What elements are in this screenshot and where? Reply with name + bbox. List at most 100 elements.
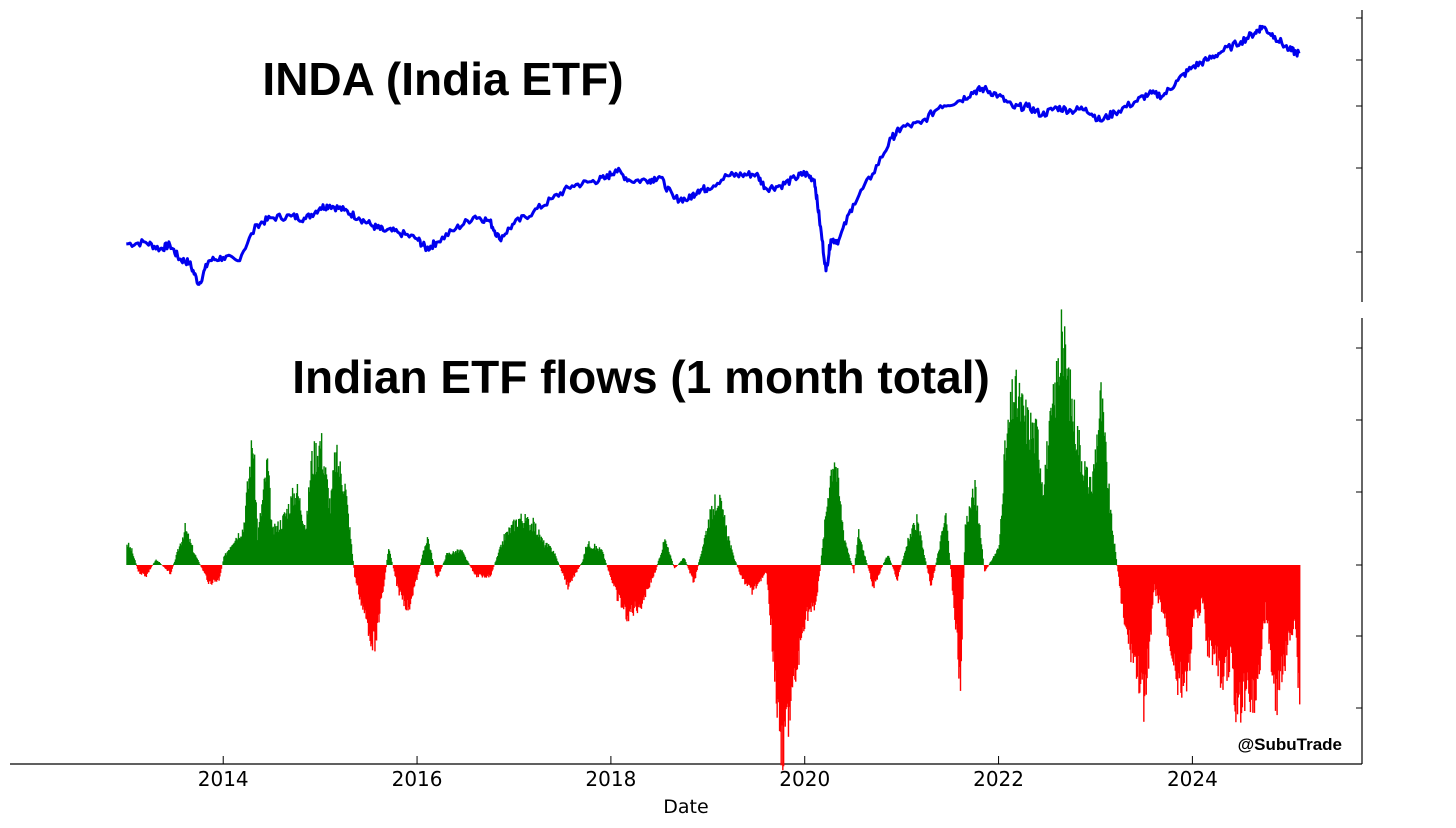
flow-bar (1079, 445, 1081, 565)
flow-bar (1145, 565, 1147, 695)
flow-bar (483, 565, 485, 577)
flow-bar (321, 469, 324, 565)
flow-bar (900, 565, 902, 568)
flow-bar (904, 552, 906, 565)
flow-bar (862, 549, 864, 565)
flow-bar (1236, 565, 1238, 693)
flow-bar (1205, 565, 1207, 641)
flow-bar (1055, 361, 1058, 565)
flow-bar (172, 565, 174, 567)
flow-bar (420, 562, 422, 565)
flow-bar (471, 565, 474, 571)
flow-bar (302, 523, 304, 565)
flows-chart-title: Indian ETF flows (1 month total) (292, 351, 990, 403)
flow-bar (601, 549, 603, 565)
flow-bar (539, 534, 541, 565)
flow-bar (1293, 565, 1295, 621)
flow-bar (802, 565, 804, 627)
flow-bar (735, 562, 737, 565)
flow-bar (410, 565, 412, 599)
flow-bar (141, 565, 144, 573)
flow-bar (1076, 426, 1079, 565)
flow-bar (980, 544, 983, 565)
flow-bar (1177, 565, 1180, 674)
flow-bar (649, 565, 652, 580)
flow-bar (260, 516, 262, 565)
flow-bar (591, 548, 593, 565)
flow-bar (774, 565, 777, 671)
flow-bar (561, 565, 564, 574)
flow-bar (152, 563, 155, 565)
flow-bar (484, 565, 486, 578)
flow-bar (1181, 565, 1184, 675)
flow-bar (534, 523, 537, 565)
flow-bar (783, 565, 786, 722)
flow-bar (413, 565, 415, 588)
flow-bar (1198, 565, 1201, 616)
flow-bar (142, 565, 144, 574)
flow-bar (1054, 382, 1056, 565)
flow-bar (439, 565, 442, 572)
watermark: @SubuTrade (1238, 735, 1342, 754)
flow-bar (874, 565, 877, 582)
flow-bar (858, 529, 860, 565)
flow-bar (787, 565, 790, 737)
flow-bar (768, 565, 770, 604)
flow-bar (413, 565, 416, 587)
flow-bar (808, 565, 811, 610)
flow-bar (1055, 417, 1057, 565)
flow-bar (1228, 565, 1231, 672)
flow-bar (667, 547, 669, 565)
flow-bar (685, 562, 687, 565)
flow-bar (1123, 565, 1126, 625)
flow-bar (827, 498, 829, 565)
flow-bar (753, 565, 756, 587)
flow-bar (262, 489, 265, 565)
flow-bar (316, 455, 319, 565)
flow-bar (868, 565, 870, 571)
flow-bar (269, 487, 271, 565)
flow-bar (1097, 446, 1099, 565)
flow-bar (1119, 565, 1122, 588)
flow-bar (828, 498, 830, 565)
flow-bar (684, 559, 686, 565)
flow-bar (1077, 455, 1080, 565)
flow-bar (148, 565, 151, 570)
flow-bar (683, 558, 685, 565)
flow-bar (971, 497, 973, 565)
flow-bar (186, 533, 189, 565)
flow-bar (1041, 482, 1043, 565)
flow-bar (1112, 534, 1114, 565)
flow-bar (776, 565, 778, 718)
flow-bar (194, 554, 196, 565)
flow-bar (364, 565, 366, 611)
flow-bar (794, 565, 796, 680)
flow-bar (407, 565, 409, 611)
flow-bar (996, 550, 998, 565)
flow-bar (856, 544, 858, 565)
flow-bar (953, 565, 955, 608)
flow-bar (1152, 565, 1155, 593)
flow-bar (354, 565, 356, 577)
flow-bar (350, 544, 353, 565)
flow-bar (325, 474, 328, 565)
flow-bar (522, 528, 525, 565)
flow-bar (929, 565, 932, 586)
flow-bar (1021, 393, 1023, 565)
flow-bar (1138, 565, 1140, 694)
flow-bar (745, 565, 748, 584)
flow-bar (184, 523, 186, 565)
flow-bar (223, 556, 225, 565)
flow-bar (698, 559, 701, 565)
flow-bar (863, 555, 866, 565)
flow-bar (505, 532, 508, 565)
flow-bar (522, 523, 524, 565)
flow-bar (1020, 397, 1022, 565)
flow-bar (428, 543, 430, 565)
flow-bar (567, 565, 569, 590)
flow-bar (532, 517, 534, 565)
flow-bar (1075, 450, 1077, 565)
flow-bar (1233, 565, 1235, 706)
flow-bar (507, 534, 509, 565)
flow-bar (460, 550, 463, 565)
